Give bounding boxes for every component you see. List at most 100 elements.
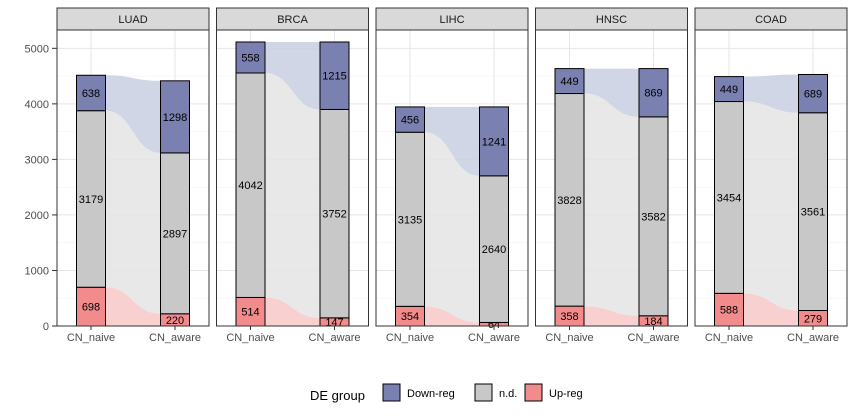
flow-up-reg [743,293,799,326]
flow-down-reg [424,106,480,176]
bar-segment-up-reg [235,296,266,327]
facet-strip-label: COAD [755,14,787,26]
x-tick-label: CN_naive [386,332,434,344]
bar-segment-down-reg [395,106,425,133]
panel-border [535,29,688,327]
flows [265,41,320,326]
bar-segment-down-reg [319,41,350,110]
bar-label: 698 [82,302,100,314]
bar-label: 558 [241,52,259,64]
bar-segment-nd. [76,110,106,288]
facet-strip-label: HNSC [596,14,627,26]
bar-label: 1241 [482,136,506,148]
flows [584,68,639,326]
bar-label: 3454 [717,192,741,204]
flow-up-reg [105,287,161,326]
legend-key-nd. [474,383,493,402]
y-tick-label: 0 [43,321,49,333]
x-tick-label: CN_naive [705,332,753,344]
bar-label: 2897 [163,228,187,240]
flows [105,75,161,326]
panel-border [56,29,210,327]
bar-label: 1215 [322,71,346,83]
bar-label: 449 [560,76,578,88]
bars: 588 3454 449 279 3561 689 [714,73,828,327]
bar-label: 3582 [641,211,665,223]
y-axis: 0 1000 2000 3000 4000 5000 [25,43,57,333]
bar-label: 3561 [801,207,825,219]
flow-down-reg [743,74,799,113]
flow-down-reg [584,68,639,117]
bar-segment-nd. [714,101,744,294]
panel-coad: COAD 588 3454 449 279 3561 689 CN_naive CN_aware [694,7,848,344]
panel-hnsc: HNSC 358 3828 449 184 3582 869 CN_naive CN_aware [535,7,688,344]
bar-label: 588 [720,305,738,317]
bar-label: 279 [804,313,822,325]
x-tick-label: CN_aware [468,332,520,344]
flow-nd. [743,101,799,311]
bars: 698 3179 638 220 2897 1298 [76,74,190,327]
flow-nd. [105,110,161,314]
flow-up-reg [424,306,480,326]
bar-segment-down-reg [76,74,106,112]
bar-label: 689 [804,89,822,101]
x-tick-label: CN_naive [67,332,115,344]
x-tick-label: CN_aware [628,332,680,344]
bar-segment-nd. [160,152,190,315]
bar-label: 3179 [79,194,103,206]
x-tick-label: CN_naive [226,332,274,344]
legend-label: Up-reg [549,388,583,400]
bar-label: 358 [560,311,578,323]
bar-segment-down-reg [160,80,190,154]
bar-segment-down-reg [554,68,585,95]
flow-nd. [584,93,639,316]
x-tick-label: CN_aware [149,332,201,344]
facet-strip-label: LUAD [118,14,147,26]
bar-label: 354 [401,311,419,323]
bar-label: 3828 [557,195,581,207]
bar-label: 3135 [398,214,422,226]
x-tick-label: CN_aware [787,332,839,344]
bar-segment-nd. [798,112,828,312]
bar-label: 1298 [163,112,187,124]
y-tick-label: 1000 [25,265,49,277]
bar-segment-down-reg [798,73,828,114]
bar-label: 3752 [322,209,346,221]
bar-segment-down-reg [235,41,266,74]
legend-label: Down-reg [407,388,455,400]
y-tick-label: 5000 [25,43,49,55]
bar-label: 638 [82,88,100,100]
legend-label: n.d. [499,388,517,400]
panel-border [375,29,529,327]
facet-panels: LUAD 698 3179 638 220 2897 1298 CN_naive CN_awar… [56,7,848,344]
bar-label: 4042 [238,180,262,192]
bar-label: 456 [401,115,419,127]
legend: DE group Down-reg n.d. Up-reg [310,383,583,403]
flow-down-reg [105,75,161,153]
legend-title: DE group [310,388,365,403]
panel-border [694,29,848,327]
flow-up-reg [584,306,639,326]
legend-key-down-reg [382,383,401,402]
bar-segment-nd. [235,72,266,298]
panel-border [216,29,369,327]
bar-label: 2640 [482,244,506,256]
flows [424,106,480,326]
legend-key-up-reg [524,383,543,402]
bar-segment-down-reg [479,106,509,177]
facet-strip-label: BRCA [277,14,308,26]
bar-label: 220 [166,315,184,327]
bar-label: 514 [241,307,259,319]
flows [743,74,799,326]
bar-label: 184 [644,316,662,328]
flow-nd. [265,72,320,318]
y-tick-label: 2000 [25,210,49,222]
bar-label: 449 [720,84,738,96]
bars: 358 3828 449 184 3582 869 [554,68,669,328]
y-tick-label: 3000 [25,154,49,166]
